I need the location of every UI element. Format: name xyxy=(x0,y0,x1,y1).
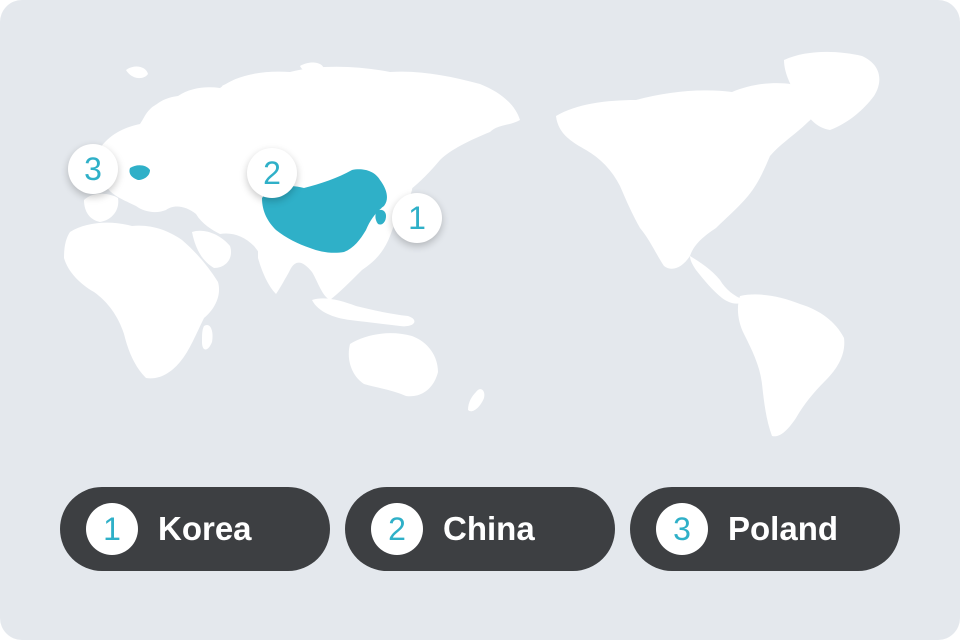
southeast-asia xyxy=(312,298,415,327)
madagascar xyxy=(202,324,213,350)
arabia xyxy=(192,230,232,268)
scandinavia xyxy=(140,103,178,145)
map-marker-korea[interactable]: 1 xyxy=(392,193,442,243)
china-region xyxy=(262,169,387,253)
legend-label: Poland xyxy=(728,510,839,547)
iberia xyxy=(84,193,119,222)
central-america xyxy=(690,256,744,304)
world-map xyxy=(64,51,880,437)
south-america xyxy=(737,294,845,437)
legend-label: Korea xyxy=(158,510,252,547)
legend-number-badge: 1 xyxy=(86,503,138,555)
legend-item-china[interactable]: 2 China xyxy=(345,487,615,571)
eurasia xyxy=(95,66,520,300)
legend-item-poland[interactable]: 3 Poland xyxy=(630,487,900,571)
legend-number-badge: 3 xyxy=(656,503,708,555)
land-masses xyxy=(64,51,880,437)
arctic-islands xyxy=(126,62,324,94)
highlighted-countries xyxy=(129,165,387,253)
greenland xyxy=(784,51,880,130)
poland-region xyxy=(129,165,150,180)
legend-label: China xyxy=(443,510,535,547)
legend-item-korea[interactable]: 1 Korea xyxy=(60,487,330,571)
legend-number-badge: 2 xyxy=(371,503,423,555)
africa xyxy=(64,222,220,379)
korea-region xyxy=(375,209,386,225)
australia xyxy=(348,333,438,397)
north-america xyxy=(556,83,817,269)
new-zealand xyxy=(468,389,485,412)
india xyxy=(258,243,292,294)
map-marker-china[interactable]: 2 xyxy=(247,148,297,198)
map-marker-poland[interactable]: 3 xyxy=(68,144,118,194)
